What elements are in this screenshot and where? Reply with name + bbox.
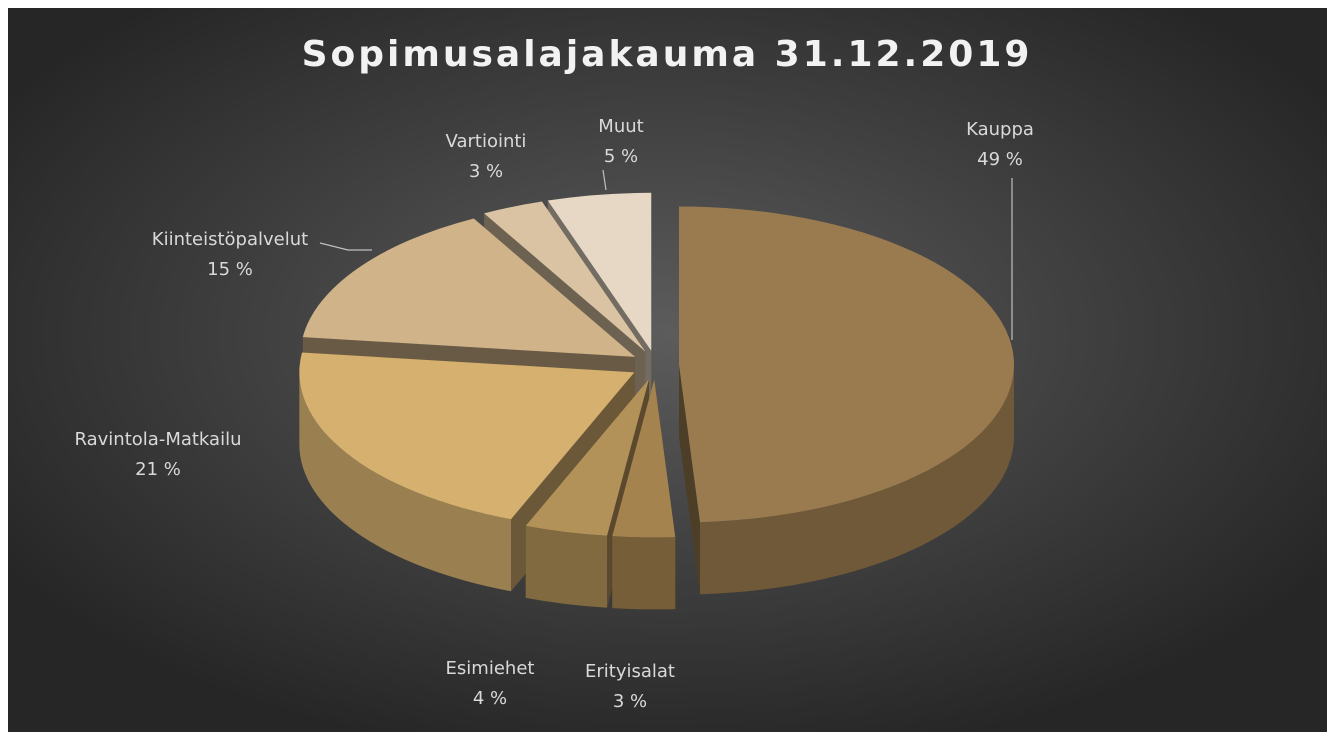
- data-label-name: Ravintola-Matkailu: [75, 429, 242, 450]
- slice: [299, 352, 635, 520]
- data-label-value: 3 %: [613, 691, 647, 712]
- data-label-name: Vartiointi: [446, 131, 527, 152]
- data-label-value: 5 %: [604, 146, 638, 167]
- slice: [547, 192, 652, 351]
- slice: [678, 206, 1014, 523]
- data-label-value: 21 %: [135, 459, 181, 480]
- slice: [525, 378, 650, 536]
- data-label-name: Muut: [598, 116, 643, 137]
- leader-line: [319, 242, 372, 251]
- slice: [612, 379, 676, 538]
- chart-title: Sopimusalajakauma 31.12.2019: [302, 34, 1033, 75]
- data-label-value: 4 %: [473, 688, 507, 709]
- data-label-value: 15 %: [207, 259, 253, 280]
- slice-wall: [299, 372, 512, 592]
- data-label-name: Kauppa: [966, 119, 1034, 140]
- slice: [484, 201, 646, 352]
- background: [8, 8, 1327, 732]
- slice-wall: [612, 536, 676, 610]
- data-label-value: 3 %: [469, 161, 503, 182]
- slices: [299, 192, 1014, 610]
- slice: [302, 218, 636, 357]
- data-label-name: Erityisalat: [585, 661, 675, 682]
- leader-line: [602, 169, 607, 191]
- slice-side: [678, 364, 701, 595]
- slice-wall: [525, 525, 608, 608]
- leader-lines: [319, 169, 1013, 340]
- data-label-value: 49 %: [977, 149, 1023, 170]
- slice-wall: [700, 364, 1014, 595]
- data-label-name: Esimiehet: [446, 658, 535, 679]
- data-label-name: Kiinteistöpalvelut: [152, 229, 308, 250]
